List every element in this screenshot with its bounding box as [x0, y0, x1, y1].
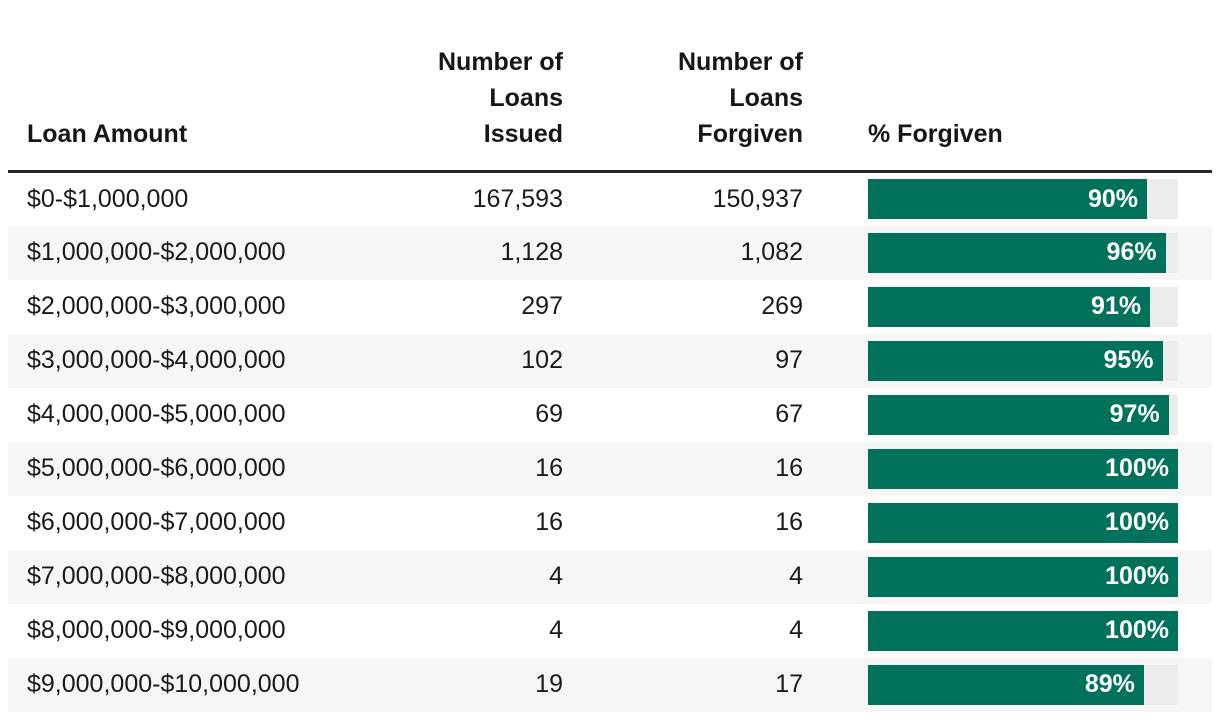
- loan-amount-cell: $6,000,000-$7,000,000: [27, 508, 286, 536]
- loan-amount-cell: $1,000,000-$2,000,000: [27, 238, 286, 266]
- pct-forgiven-cell: 100%: [803, 496, 1212, 550]
- header-loan-amount: Loan Amount: [8, 0, 348, 173]
- bar-fill: 100%: [868, 610, 1178, 651]
- table-row: $4,000,000-$5,000,000 69 67 97%: [8, 387, 1212, 442]
- bar-fill: 90%: [868, 179, 1147, 220]
- bar-track: 97%: [868, 394, 1178, 435]
- bar-value-label: 100%: [1105, 454, 1169, 482]
- bar-track: 100%: [868, 448, 1178, 489]
- table-row: $8,000,000-$9,000,000 4 4 100%: [8, 603, 1212, 658]
- bar-track: 100%: [868, 502, 1178, 543]
- loans-issued-cell: 167,593: [472, 184, 563, 213]
- bar-value-label: 95%: [1103, 346, 1154, 374]
- bar-track: 89%: [868, 664, 1178, 705]
- pct-forgiven-cell: 89%: [803, 658, 1212, 712]
- bar-fill: 97%: [868, 394, 1169, 435]
- bar-fill: 96%: [868, 232, 1166, 273]
- loan-amount-cell: $0-$1,000,000: [27, 184, 189, 213]
- bar-fill: 89%: [868, 664, 1144, 705]
- table-row: $7,000,000-$8,000,000 4 4 100%: [8, 549, 1212, 604]
- bar-fill: 91%: [868, 286, 1151, 327]
- pct-forgiven-cell: 90%: [803, 172, 1212, 226]
- loans-issued-cell: 1,128: [500, 238, 563, 266]
- header-loans-issued: Number of Loans Issued: [348, 0, 563, 173]
- bar-value-label: 91%: [1091, 292, 1142, 320]
- loans-forgiven-cell: 97: [775, 346, 803, 374]
- bar-track: 96%: [868, 232, 1178, 273]
- table-row: $1,000,000-$2,000,000 1,128 1,082 96%: [8, 225, 1212, 280]
- table-row: $2,000,000-$3,000,000 297 269 91%: [8, 279, 1212, 334]
- loans-forgiven-cell: 269: [761, 292, 803, 320]
- loans-issued-cell: 297: [521, 292, 563, 320]
- loans-issued-cell: 19: [535, 670, 563, 698]
- pct-forgiven-cell: 100%: [803, 550, 1212, 604]
- bar-track: 100%: [868, 556, 1178, 597]
- bar-fill: 100%: [868, 556, 1178, 597]
- loans-forgiven-cell: 16: [775, 508, 803, 536]
- bar-value-label: 100%: [1105, 562, 1169, 590]
- bar-fill: 100%: [868, 448, 1178, 489]
- bar-value-label: 96%: [1106, 238, 1157, 266]
- table-row: $5,000,000-$6,000,000 16 16 100%: [8, 441, 1212, 496]
- loans-issued-cell: 69: [535, 400, 563, 428]
- loans-issued-cell: 4: [549, 562, 563, 590]
- header-loans-forgiven: Number of Loans Forgiven: [563, 0, 803, 173]
- loans-forgiven-cell: 1,082: [740, 238, 803, 266]
- pct-forgiven-cell: 95%: [803, 334, 1212, 388]
- pct-forgiven-cell: 100%: [803, 442, 1212, 496]
- loans-forgiven-cell: 17: [775, 670, 803, 698]
- loans-forgiven-cell: 4: [789, 562, 803, 590]
- bar-fill: 95%: [868, 340, 1163, 381]
- table-row: $6,000,000-$7,000,000 16 16 100%: [8, 495, 1212, 550]
- loan-amount-cell: $8,000,000-$9,000,000: [27, 616, 286, 644]
- bar-track: 100%: [868, 610, 1178, 651]
- loan-amount-cell: $3,000,000-$4,000,000: [27, 346, 286, 374]
- loans-forgiven-cell: 16: [775, 454, 803, 482]
- bar-value-label: 90%: [1087, 184, 1138, 213]
- loans-issued-cell: 102: [521, 346, 563, 374]
- pct-forgiven-cell: 96%: [803, 226, 1212, 280]
- loans-forgiven-cell: 4: [789, 616, 803, 644]
- bar-track: 95%: [868, 340, 1178, 381]
- loan-amount-cell: $4,000,000-$5,000,000: [27, 400, 286, 428]
- bar-track: 90%: [868, 179, 1178, 220]
- bar-value-label: 89%: [1084, 670, 1135, 698]
- header-pct-forgiven: % Forgiven: [803, 0, 1212, 173]
- pct-forgiven-cell: 91%: [803, 280, 1212, 334]
- bar-track: 91%: [868, 286, 1178, 327]
- bar-value-label: 100%: [1105, 508, 1169, 536]
- bar-value-label: 100%: [1105, 616, 1169, 644]
- loans-issued-cell: 16: [535, 454, 563, 482]
- loans-issued-cell: 16: [535, 508, 563, 536]
- loans-issued-cell: 4: [549, 616, 563, 644]
- table-row: $9,000,000-$10,000,000 19 17 89%: [8, 657, 1212, 712]
- table-body: $0-$1,000,000 167,593 150,937 90% $1,000…: [8, 171, 1212, 712]
- table-row: $0-$1,000,000 167,593 150,937 90%: [8, 171, 1212, 226]
- loan-amount-cell: $2,000,000-$3,000,000: [27, 292, 286, 320]
- loan-forgiveness-table: Loan Amount Number of Loans Issued Numbe…: [8, 0, 1212, 712]
- table-row: $3,000,000-$4,000,000 102 97 95%: [8, 333, 1212, 388]
- loan-amount-cell: $9,000,000-$10,000,000: [27, 670, 300, 698]
- table-header: Loan Amount Number of Loans Issued Numbe…: [8, 0, 1212, 173]
- bar-value-label: 97%: [1109, 400, 1160, 428]
- loans-forgiven-cell: 67: [775, 400, 803, 428]
- bar-fill: 100%: [868, 502, 1178, 543]
- pct-forgiven-cell: 97%: [803, 388, 1212, 442]
- header-row: Loan Amount Number of Loans Issued Numbe…: [8, 0, 1212, 173]
- loan-amount-cell: $5,000,000-$6,000,000: [27, 454, 286, 482]
- pct-forgiven-cell: 100%: [803, 604, 1212, 658]
- loan-amount-cell: $7,000,000-$8,000,000: [27, 562, 286, 590]
- loans-forgiven-cell: 150,937: [712, 184, 803, 213]
